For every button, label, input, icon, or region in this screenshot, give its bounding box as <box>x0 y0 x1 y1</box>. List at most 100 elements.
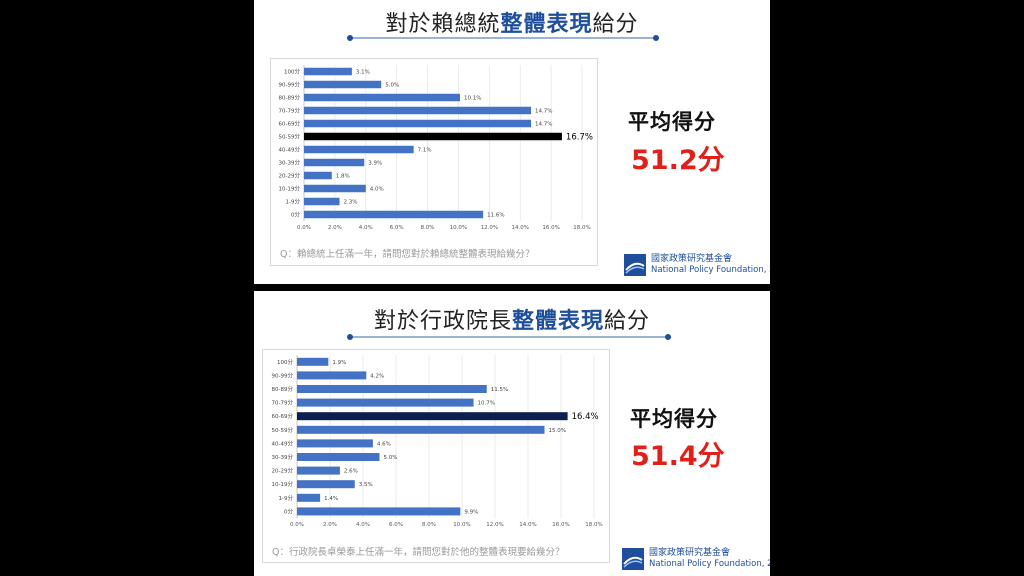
bar <box>297 480 355 489</box>
data-label: 1.4% <box>324 496 338 502</box>
bar <box>297 493 321 502</box>
category-label: 40-49分 <box>279 146 301 154</box>
category-label: 1-9分 <box>286 198 301 206</box>
category-label: 50-59分 <box>272 426 294 434</box>
foundation-name-en: National Policy Foundation, 2025 <box>651 265 770 275</box>
x-tick-label: 6.0% <box>390 225 404 231</box>
data-label: 11.6% <box>487 213 504 219</box>
data-label: 1.9% <box>332 360 346 366</box>
average-score-value: 51.2分 <box>631 145 725 176</box>
x-tick-label: 18.0% <box>585 522 602 528</box>
bar <box>304 145 414 154</box>
title-divider <box>347 35 659 41</box>
data-label: 4.0% <box>370 187 384 193</box>
category-label: 1-9分 <box>279 494 294 502</box>
slide-title: 對於行政院長整體表現給分 <box>373 309 651 334</box>
x-tick-label: 4.0% <box>356 522 370 528</box>
bar <box>297 385 487 393</box>
x-tick-label: 12.0% <box>481 225 498 231</box>
data-label: 14.7% <box>535 109 552 115</box>
foundation-logo-icon <box>624 254 646 276</box>
category-label: 100分 <box>277 358 293 366</box>
survey-question: Q：行政院長卓榮泰上任滿一年，請問您對於他的整體表現要給幾分？ <box>272 547 565 558</box>
data-label: 7.1% <box>418 148 432 154</box>
category-label: 100分 <box>284 68 300 76</box>
bar <box>304 119 532 128</box>
category-label: 20-29分 <box>272 467 294 475</box>
score-distribution-chart: 0.0% 2.0% 4.0% 6.0% 8.0% 10.0% 12.0% 14.0% 16.0%… <box>270 58 598 266</box>
foundation-logo: 國家政策研究基金會 National Policy Foundation, 20… <box>624 254 770 278</box>
bar <box>297 357 329 366</box>
bar <box>297 439 373 448</box>
category-label: 20-29分 <box>279 172 301 180</box>
data-label: 10.7% <box>478 401 495 407</box>
x-tick-label: 10.0% <box>450 225 467 231</box>
bar <box>297 453 380 461</box>
category-label: 70-79分 <box>279 107 301 115</box>
category-label: 0分 <box>284 507 293 515</box>
data-label: 5.0% <box>385 83 399 89</box>
category-label: 60-69分 <box>272 412 294 420</box>
x-tick-label: 2.0% <box>328 225 342 231</box>
category-label: 0分 <box>291 211 300 219</box>
data-label: 5.0% <box>384 455 398 461</box>
bar <box>297 398 474 407</box>
data-label-highlighted: 16.7% <box>566 133 593 143</box>
data-label: 2.3% <box>344 200 358 206</box>
foundation-name-zh: 國家政策研究基金會 <box>649 548 731 558</box>
foundation-name-zh: 國家政策研究基金會 <box>651 254 733 264</box>
bar <box>304 184 366 193</box>
data-label: 3.9% <box>368 161 382 167</box>
data-label: 4.2% <box>370 373 384 379</box>
foundation-logo-icon <box>622 548 644 570</box>
score-distribution-chart: 0.0% 2.0% 4.0% 6.0% 8.0% 10.0% 12.0% 14.0% 16.0%… <box>262 349 610 563</box>
x-tick-label: 8.0% <box>422 522 436 528</box>
average-score-label: 平均得分 <box>628 110 716 134</box>
category-label: 60-69分 <box>279 120 301 128</box>
bar-highlighted <box>297 412 568 421</box>
bar <box>304 171 332 180</box>
x-tick-label: 14.0% <box>519 522 536 528</box>
bar-chart-svg: 0.0% 2.0% 4.0% 6.0% 8.0% 10.0% 12.0% 14.0% 16.0%… <box>279 65 593 231</box>
category-label: 80-89分 <box>279 94 301 102</box>
bar <box>304 67 352 76</box>
data-label: 10.1% <box>464 96 481 102</box>
category-label: 70-79分 <box>272 399 294 407</box>
category-label: 50-59分 <box>279 133 301 141</box>
slide-title: 對於賴總統整體表現給分 <box>385 12 639 37</box>
bar <box>304 210 484 219</box>
bar <box>297 507 461 516</box>
data-label: 1.8% <box>336 174 350 180</box>
bar <box>304 80 382 89</box>
data-label: 9.9% <box>464 509 478 515</box>
category-label: 30-39分 <box>279 159 301 167</box>
foundation-logo: 國家政策研究基金會 National Policy Foundation, 20… <box>622 548 770 572</box>
bar <box>304 93 460 102</box>
foundation-name-en: National Policy Foundation, 2025 <box>649 559 770 569</box>
category-label: 40-49分 <box>272 439 294 447</box>
x-tick-label: 12.0% <box>486 522 503 528</box>
category-label: 80-89分 <box>272 385 294 393</box>
bar <box>297 466 340 475</box>
title-divider <box>347 334 671 340</box>
category-label: 10-19分 <box>272 480 294 488</box>
x-tick-label: 0.0% <box>297 225 311 231</box>
average-score-value: 51.4分 <box>631 441 725 472</box>
x-tick-label: 18.0% <box>573 225 590 231</box>
bar <box>297 371 367 380</box>
data-label: 4.6% <box>377 441 391 447</box>
premier-score-slide: 對於行政院長整體表現給分 0.0% 2.0% 4.0% 6.0% 8.0% 10.0% 12… <box>254 291 770 576</box>
bar <box>297 425 545 434</box>
category-label: 30-39分 <box>272 453 294 461</box>
x-tick-label: 16.0% <box>552 522 569 528</box>
x-tick-label: 8.0% <box>421 225 435 231</box>
x-tick-label: 10.0% <box>453 522 470 528</box>
president-score-slide: 對於賴總統整體表現給分 0.0% 2.0% 4.0% 6.0% 8.0% 10.0% 12.… <box>254 0 770 284</box>
x-tick-label: 4.0% <box>359 225 373 231</box>
x-tick-label: 2.0% <box>323 522 337 528</box>
bar-highlighted <box>304 132 562 141</box>
x-tick-label: 16.0% <box>542 225 559 231</box>
data-label: 11.5% <box>491 387 508 393</box>
survey-question: Q：賴總統上任滿一年，請問您對於賴總統整體表現給幾分？ <box>280 249 535 260</box>
category-label: 90-99分 <box>279 81 301 89</box>
